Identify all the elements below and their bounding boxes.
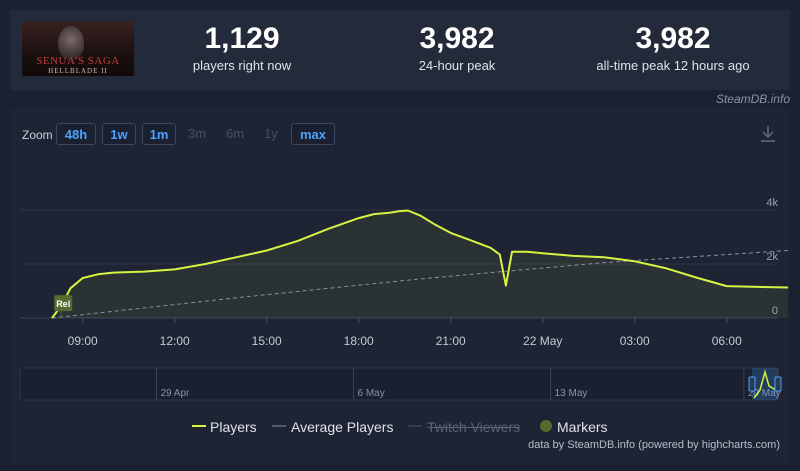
navigator-track xyxy=(19,367,779,401)
alltime-peak-label: all-time peak 12 hours ago xyxy=(596,58,750,73)
current-players-label: players right now xyxy=(192,58,292,73)
stat-alltime-peak: 3,982 all-time peak 12 hours ago xyxy=(583,22,763,74)
game-logo[interactable]: SENUA'S SAGA HELLBLADE II xyxy=(22,22,134,76)
release-marker xyxy=(54,295,73,312)
alltime-peak-value: 3,982 xyxy=(635,22,711,55)
x-tick-label: 21:00 xyxy=(436,334,466,348)
current-players-value: 1,129 xyxy=(204,22,280,55)
x-tick-label: 15:00 xyxy=(252,334,282,348)
zoom-6m-button[interactable]: 6m xyxy=(225,126,245,141)
zoom-label: Zoom xyxy=(22,128,53,142)
zoom-max-button[interactable]: max xyxy=(291,123,335,145)
x-tick-label: 09:00 xyxy=(68,334,98,348)
peak-24h-value: 3,982 xyxy=(419,22,495,55)
y-tick-label: 0 xyxy=(772,305,778,317)
logo-subtitle: HELLBLADE II xyxy=(48,67,108,75)
logo-title: SENUA'S SAGA xyxy=(36,55,120,67)
navigator-label: 6 May xyxy=(358,388,385,399)
legend-players[interactable]: Players xyxy=(210,419,257,435)
release-marker-label: Rel xyxy=(56,299,70,309)
steamdb-watermark: SteamDB.info xyxy=(715,92,790,106)
x-tick-label: 12:00 xyxy=(160,334,190,348)
peak-24h-label: 24-hour peak xyxy=(418,58,496,73)
y-tick-label: 2k xyxy=(766,251,778,263)
y-tick-label: 4k xyxy=(766,197,778,209)
x-tick-label: 22 May xyxy=(523,334,562,348)
x-tick-label: 18:00 xyxy=(344,334,374,348)
chart-panel xyxy=(10,108,790,464)
players-area xyxy=(52,210,789,318)
x-tick-label: 06:00 xyxy=(712,334,742,348)
legend-markers-icon xyxy=(540,420,552,432)
legend-average-players[interactable]: Average Players xyxy=(291,419,394,435)
stat-24h-peak: 3,982 24-hour peak xyxy=(387,22,527,74)
legend-markers[interactable]: Markers xyxy=(557,419,608,435)
players-line xyxy=(51,209,789,319)
navigator-handle-right xyxy=(774,376,782,392)
stat-current: 1,129 players right now xyxy=(172,22,312,74)
navigator-label: 20 May xyxy=(748,388,781,399)
chart-credits[interactable]: data by SteamDB.info (powered by highcha… xyxy=(528,439,780,451)
legend-twitch-viewers[interactable]: Twitch Viewers xyxy=(427,419,521,435)
download-icon[interactable] xyxy=(758,124,778,144)
navigator-label: 29 Apr xyxy=(160,388,190,399)
x-tick-label: 03:00 xyxy=(620,334,650,348)
zoom-3m-button[interactable]: 3m xyxy=(187,126,207,141)
zoom-1y-button[interactable]: 1y xyxy=(264,126,278,141)
zoom-1w-button[interactable]: 1w xyxy=(102,123,136,145)
game-logo-figure xyxy=(58,26,84,60)
navigator-handle-left xyxy=(748,376,756,392)
zoom-1m-button[interactable]: 1m xyxy=(142,123,176,145)
stats-bar xyxy=(10,10,790,90)
zoom-48h-button[interactable]: 48h xyxy=(56,123,96,145)
navigator-series xyxy=(753,369,777,399)
average-players-line xyxy=(51,250,789,319)
navigator-label: 13 May xyxy=(555,388,588,399)
